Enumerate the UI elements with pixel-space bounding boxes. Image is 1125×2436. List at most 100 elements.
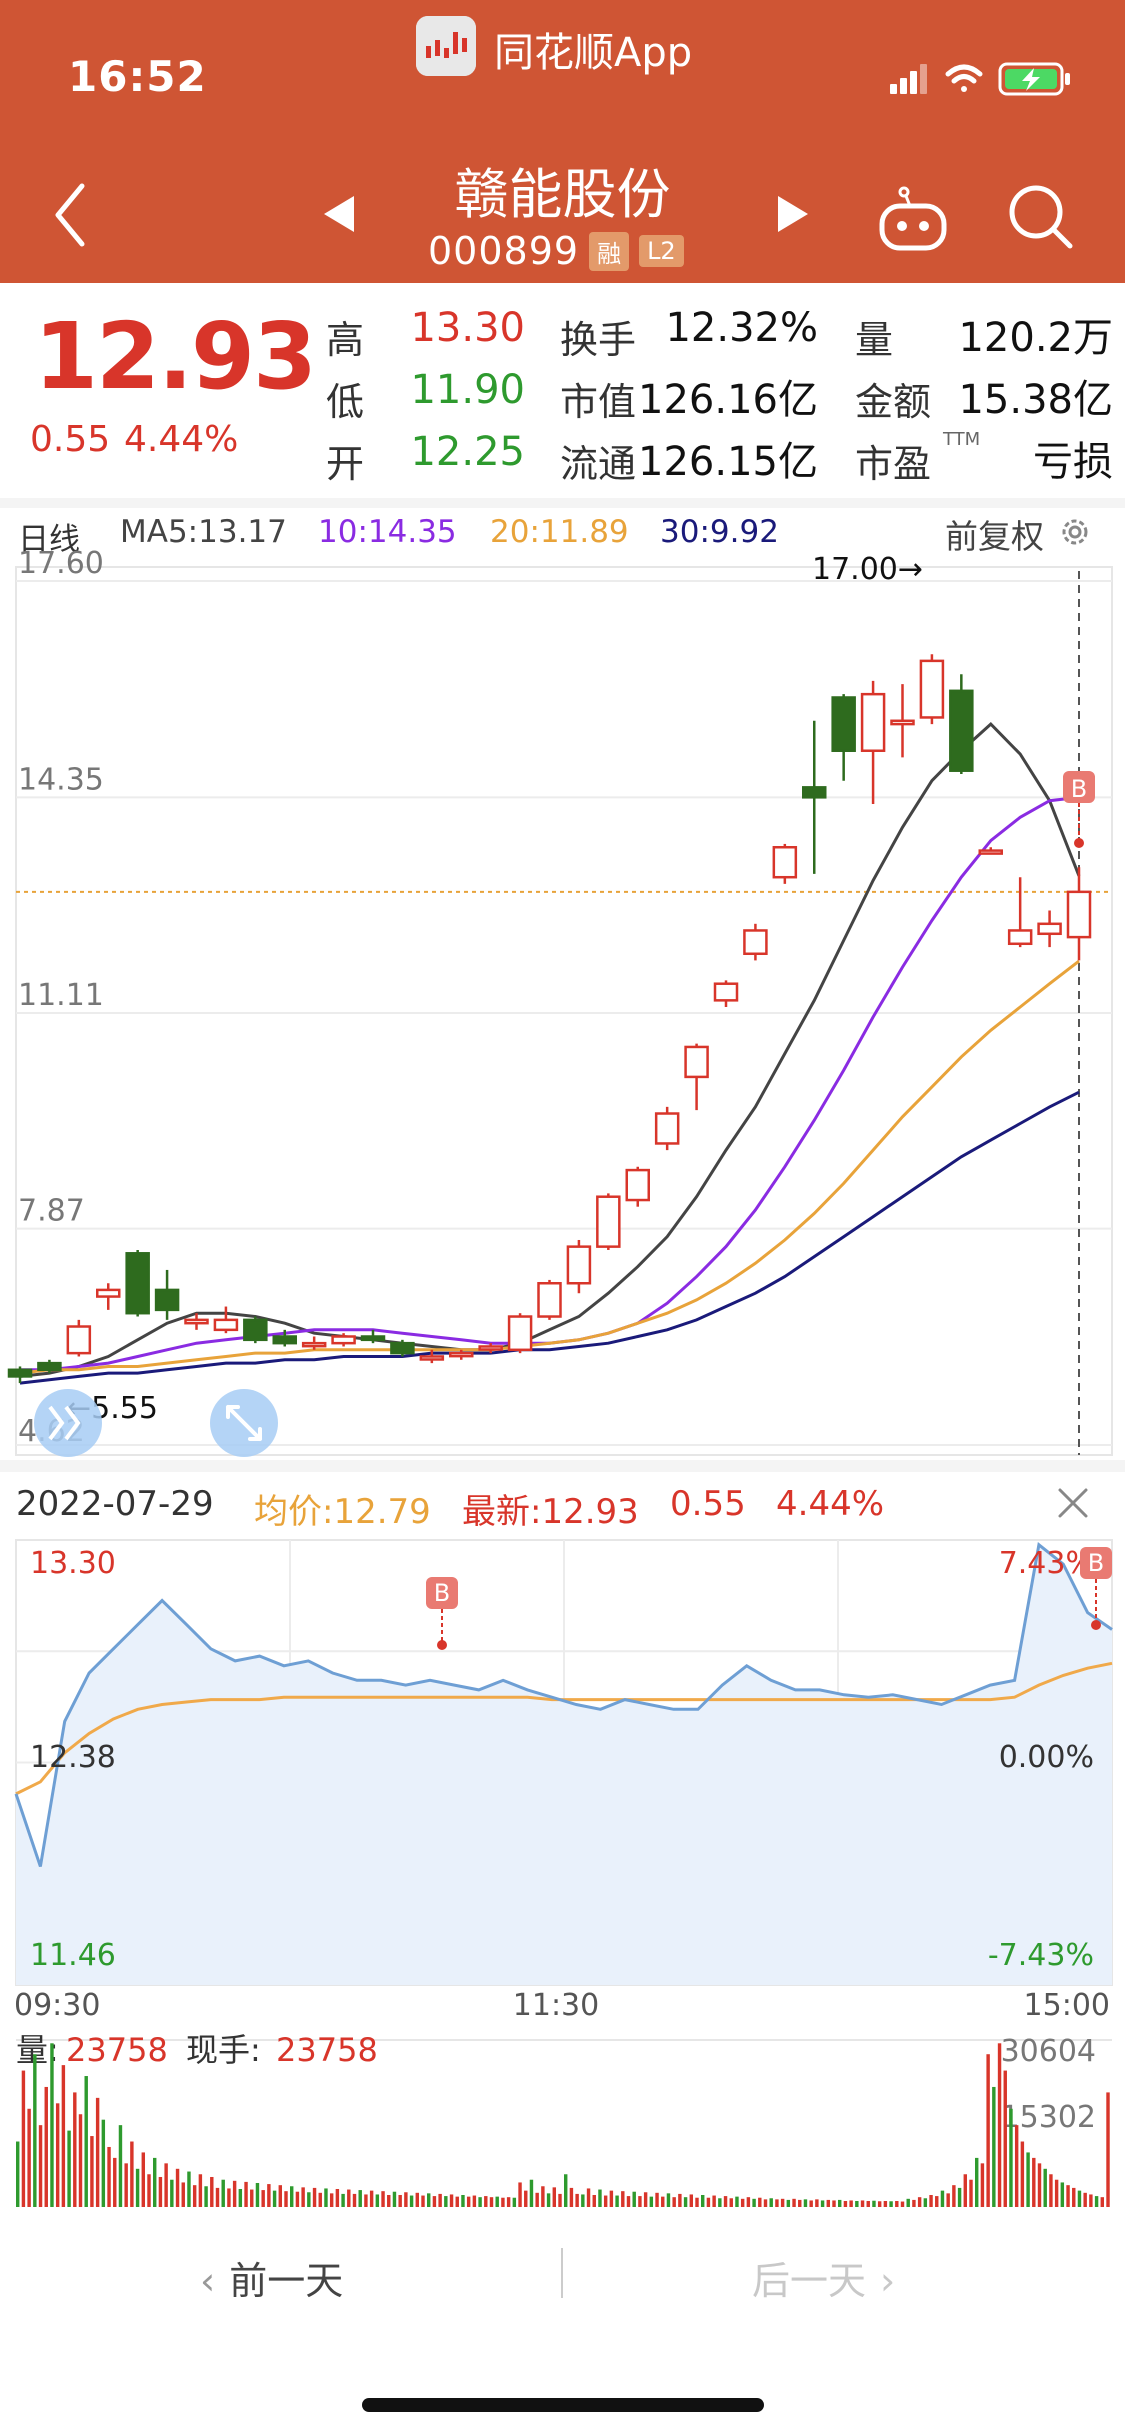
- volume-bar: [701, 2194, 705, 2207]
- close-icon[interactable]: [1056, 1486, 1090, 1520]
- volume-bar: [1054, 2179, 1059, 2207]
- volume-bar: [489, 2197, 494, 2207]
- next-stock-icon[interactable]: [776, 194, 810, 234]
- chevron-left-icon: ‹: [200, 2259, 216, 2303]
- candle-body: [213, 1318, 239, 1332]
- volume-bar: [501, 2197, 505, 2207]
- volume-bar: [997, 2043, 1002, 2207]
- candle: [507, 1313, 533, 1354]
- intraday-info: 2022-07-29 均价:12.79 最新:12.93 0.55 4.44%: [0, 1478, 1125, 1532]
- quote-value: 126.16亿: [638, 377, 818, 423]
- search-icon[interactable]: [1006, 182, 1076, 252]
- app-header: [0, 0, 1125, 283]
- robot-assistant-icon[interactable]: [878, 186, 948, 252]
- volume-bar: [769, 2198, 773, 2207]
- volume-bar: [16, 2141, 20, 2207]
- collapse-ma-icon[interactable]: [34, 1389, 102, 1457]
- price-area: [16, 1544, 1112, 1985]
- nav-divider: [561, 2248, 563, 2298]
- volume-bar: [803, 2199, 808, 2207]
- volume-bar: [843, 2200, 848, 2207]
- candle: [772, 843, 798, 884]
- wifi-icon: [945, 64, 983, 92]
- y-tick-label: 11.11: [18, 978, 104, 1013]
- volume-bar: [461, 2194, 465, 2207]
- volume-bar: [1043, 2168, 1047, 2207]
- candle: [1007, 877, 1033, 948]
- quote-panel: 12.93 0.55 4.44% 高 13.30 低 11.90 开 12.25 换手 12.…: [0, 283, 1125, 498]
- period-label[interactable]: 日线: [18, 522, 80, 558]
- adjust-toggle[interactable]: 前复权: [945, 517, 1044, 556]
- volume-bar: [392, 2191, 397, 2207]
- volume-bar: [33, 2054, 37, 2207]
- volume-bar: [232, 2180, 237, 2207]
- status-time: 16:52: [68, 52, 207, 101]
- last-price-label: 最新:12.93: [462, 1492, 639, 1532]
- candle: [1037, 910, 1062, 948]
- volume-bar: [592, 2194, 596, 2207]
- volume-bar: [780, 2198, 785, 2207]
- candle-body: [949, 689, 974, 772]
- volume-bar: [255, 2182, 260, 2207]
- volume-bar: [1060, 2182, 1065, 2207]
- candle: [684, 1043, 709, 1111]
- buy-marker-dot: [437, 1640, 447, 1650]
- candle-body: [802, 786, 827, 799]
- volume-bar: [250, 2189, 254, 2207]
- volume-bar: [638, 2196, 642, 2207]
- quote-value: 13.30: [410, 305, 525, 351]
- high-annotation: 17.00→: [812, 552, 923, 587]
- volume-bar: [55, 2103, 60, 2207]
- buy-marker: B: [426, 1577, 458, 1650]
- fullscreen-icon[interactable]: [210, 1389, 278, 1457]
- volume-y-tick: 15302: [1001, 2100, 1096, 2135]
- battery-icon: [998, 62, 1070, 96]
- next-day-button[interactable]: 后一天 ›: [752, 2250, 895, 2305]
- quote-value: 11.90: [410, 367, 525, 413]
- volume-bar: [866, 2200, 870, 2207]
- volume-bar: [318, 2192, 322, 2207]
- prev-stock-icon[interactable]: [322, 194, 356, 234]
- volume-bar: [1094, 2196, 1099, 2207]
- gear-icon[interactable]: [1057, 514, 1093, 550]
- volume-bar: [175, 2168, 180, 2207]
- prev-day-button[interactable]: ‹ 前一天: [200, 2250, 343, 2305]
- volume-bar: [409, 2195, 414, 2207]
- volume-bar: [598, 2189, 602, 2207]
- volume-bar: [1083, 2192, 1087, 2207]
- current-hand-label: 现手:: [186, 2031, 261, 2069]
- volume-bar: [90, 2136, 94, 2207]
- candle: [919, 654, 945, 725]
- quote-value: 15.38亿: [958, 377, 1113, 423]
- volume-bar: [215, 2187, 220, 2207]
- candle-body: [478, 1345, 503, 1351]
- volume-bar: [210, 2176, 214, 2207]
- back-icon[interactable]: [50, 180, 90, 250]
- volume-bar: [124, 2163, 128, 2207]
- candle-body: [66, 1325, 92, 1355]
- quote-value: 亏损: [1033, 439, 1113, 485]
- volume-bar: [38, 2125, 43, 2207]
- volume-bar: [512, 2197, 517, 2207]
- volume-bar: [877, 2201, 882, 2207]
- ttm-superscript: TTM: [943, 429, 981, 450]
- y-tick-label: 7.87: [18, 1194, 85, 1229]
- buy-marker-badge: [1063, 771, 1095, 803]
- candle: [331, 1333, 356, 1347]
- intraday-chart[interactable]: 13.30 12.38 11.46 7.43% 0.00% -7.43% 09:30 11:3…: [0, 1535, 1125, 2215]
- avg-price-label: 均价:12.79: [254, 1492, 431, 1532]
- volume-bar: [689, 2194, 694, 2207]
- volume-bar: [1100, 2197, 1105, 2207]
- l2-tag: L2: [639, 235, 684, 267]
- volume-bar: [735, 2196, 739, 2207]
- volume-bar: [518, 2182, 522, 2207]
- volume-bar: [147, 2174, 151, 2207]
- x-tick-label: 09:30: [14, 1988, 100, 2023]
- volume-bar: [718, 2198, 722, 2207]
- volume-bar: [946, 2193, 950, 2207]
- stock-name: 赣能股份: [454, 163, 671, 226]
- candle: [654, 1106, 680, 1151]
- y-left-label: 12.38: [30, 1740, 116, 1775]
- candle: [831, 694, 856, 781]
